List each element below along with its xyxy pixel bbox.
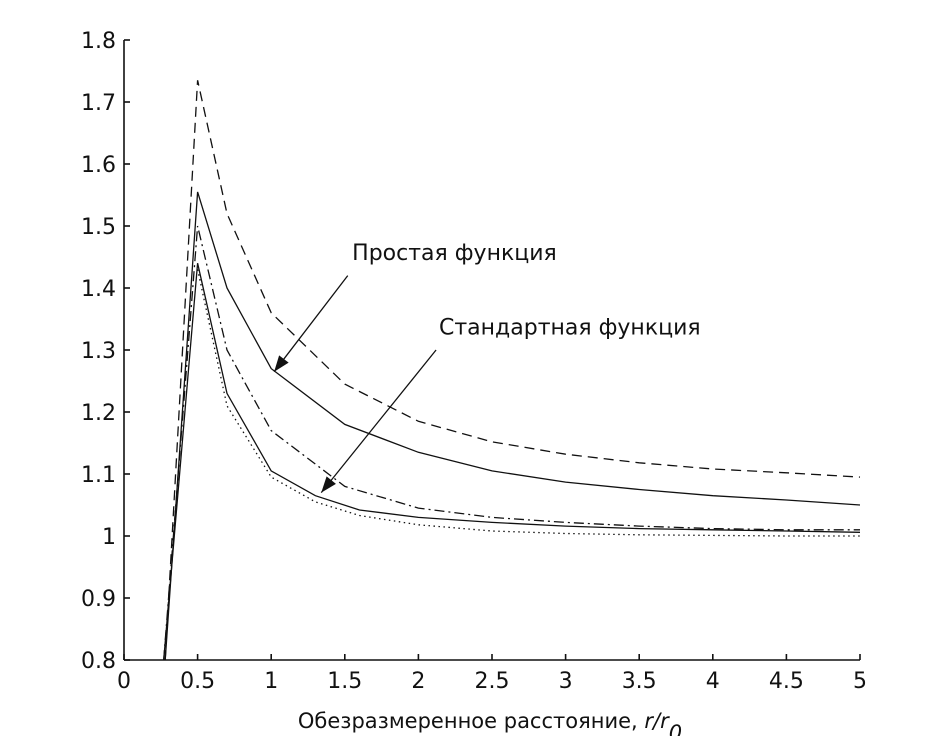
- x-tick-label: 4: [706, 669, 720, 694]
- x-ticks: 0 0.5 1 1.5 2 2.5 3 3.5 4 4.5 5: [117, 654, 867, 694]
- x-tick-label: 0.5: [180, 669, 215, 694]
- x-tick-label: 1: [264, 669, 278, 694]
- x-axis-label-italic: r/r: [644, 709, 670, 733]
- annotation-arrowhead-1: [274, 355, 289, 372]
- annotation-label-1: Простая функция: [352, 241, 557, 266]
- series-line-5-dotted: [196, 269, 860, 537]
- x-axis-label-subscript: 0: [669, 721, 682, 736]
- x-tick-label: 5: [853, 669, 867, 694]
- x-tick-label: 3.5: [622, 669, 657, 694]
- y-tick-label: 1.4: [81, 277, 116, 302]
- annotation-arrow-2: [320, 349, 437, 494]
- annotation-arrow-1: [273, 275, 349, 373]
- x-tick-label: 2.5: [475, 669, 510, 694]
- x-tick-label: 1.5: [327, 669, 362, 694]
- y-tick-label: 1.1: [81, 463, 116, 488]
- series-group: [163, 80, 861, 661]
- x-tick-label: 3: [559, 669, 573, 694]
- annotation-arrowhead-2: [321, 476, 336, 493]
- x-axis-label-text: Обезразмеренное расстояние,: [298, 709, 645, 733]
- y-tick-label: 1: [102, 525, 116, 550]
- annotation-label-2: Стандартная функция: [439, 316, 701, 341]
- x-axis-label: Обезразмеренное расстояние, r/r0: [298, 709, 682, 736]
- y-tick-label: 1.8: [81, 29, 116, 54]
- y-ticks: 0.8 0.9 1 1.1 1.2 1.3 1.4 1.5 1.6 1.7 1.8: [81, 29, 130, 674]
- y-tick-label: 1.3: [81, 339, 116, 364]
- series-line-4-solid: [163, 263, 861, 661]
- series-line-2-solid: [164, 191, 861, 661]
- y-tick-label: 1.2: [81, 401, 116, 426]
- y-tick-label: 0.8: [81, 649, 116, 674]
- y-tick-label: 1.5: [81, 215, 116, 240]
- series-line-3-dashdot: [163, 225, 860, 661]
- series-line-1-dashed: [164, 80, 861, 661]
- x-tick-label: 2: [411, 669, 425, 694]
- y-tick-label: 1.6: [81, 153, 116, 178]
- y-tick-label: 0.9: [81, 587, 116, 612]
- x-tick-label: 4.5: [769, 669, 804, 694]
- y-tick-label: 1.7: [81, 91, 116, 116]
- annotations: Простая функция Стандартная функция: [273, 241, 701, 494]
- x-tick-label: 0: [117, 669, 131, 694]
